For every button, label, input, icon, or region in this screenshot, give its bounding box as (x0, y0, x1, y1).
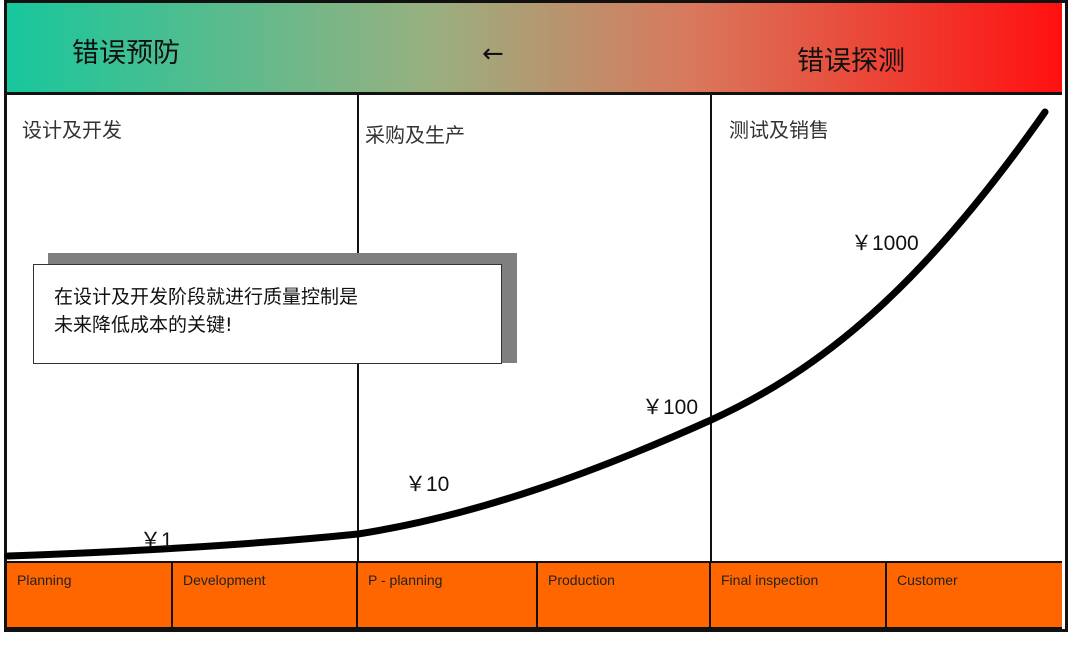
phase-design: 设计及开发 (22, 118, 122, 142)
arrow-left-icon: ← (482, 39, 504, 69)
error-detection-label: 错误探测 (797, 46, 905, 77)
header-gradient-bar: 错误预防 ← 错误探测 (7, 3, 1062, 95)
stage-cell: Development (173, 563, 358, 627)
cost-curve (4, 108, 1049, 560)
callout-line: 未来降低成本的关键! (54, 314, 233, 336)
cost-label: ￥1 (140, 529, 173, 552)
cost-label: ￥10 (405, 473, 450, 496)
stage-cell: P - planning (358, 563, 538, 627)
cost-label: ￥1000 (851, 232, 919, 255)
stage-cell: Planning (7, 563, 173, 627)
phase-testing: 测试及销售 (729, 118, 829, 142)
stage-cell: Customer (897, 572, 958, 588)
error-prevention-label: 错误预防 (72, 38, 180, 69)
divider (710, 94, 712, 561)
diagram-frame (4, 0, 1068, 632)
stage-cell: Production (538, 563, 711, 627)
callout-line: 在设计及开发阶段就进行质量控制是 (54, 286, 359, 308)
callout-box: 在设计及开发阶段就进行质量控制是 未来降低成本的关键! (33, 264, 502, 364)
cost-label: ￥100 (642, 396, 699, 419)
phase-production: 采购及生产 (365, 123, 465, 147)
stage-cell: Final inspection (711, 563, 887, 627)
stage-bar: Planning Development P - planning Produc… (7, 561, 1062, 630)
